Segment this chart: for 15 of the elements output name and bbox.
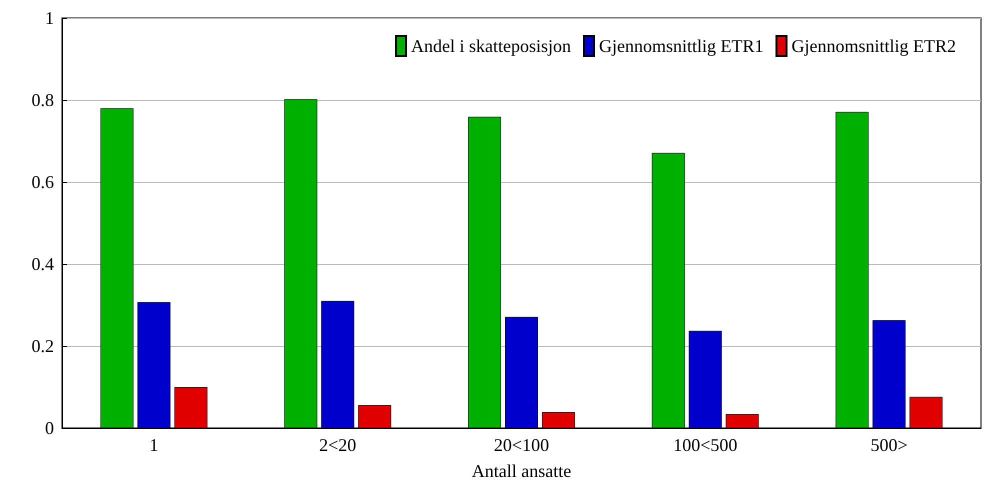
y-tick-label: 0.4 <box>32 254 54 274</box>
x-tick-label: 20<100 <box>494 435 550 455</box>
y-tick-label: 0 <box>45 418 54 438</box>
y-tick-label: 1 <box>45 8 54 28</box>
legend-label: Andel i skatteposisjon <box>411 36 572 56</box>
x-tick-label: 1 <box>149 435 158 455</box>
y-tick-label: 0.6 <box>32 172 54 192</box>
x-tick-label: 500> <box>870 435 908 455</box>
y-tick-label: 0.2 <box>32 336 54 356</box>
y-tick-label: 0.8 <box>32 90 54 110</box>
legend-label: Gjennomsnittlig ETR1 <box>599 36 764 56</box>
x-axis-title: Antall ansatte <box>472 461 572 481</box>
x-tick-label: 100<500 <box>673 435 738 455</box>
legend-label: Gjennomsnittlig ETR2 <box>792 36 956 56</box>
x-tick-label: 2<20 <box>319 435 356 455</box>
